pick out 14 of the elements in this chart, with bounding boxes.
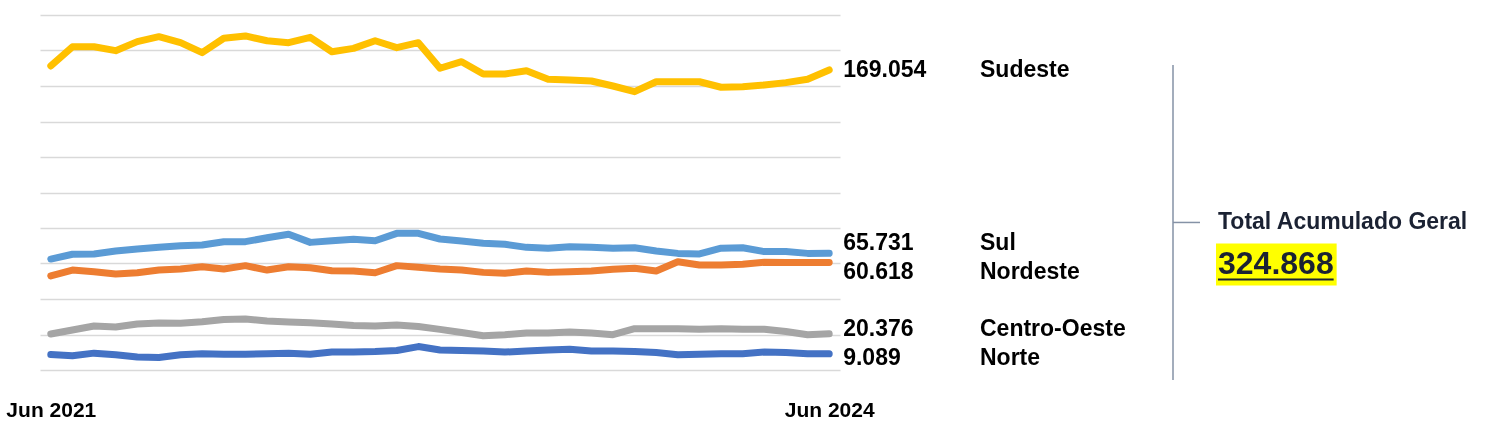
data-label: 9.089 bbox=[843, 344, 901, 371]
x-tick-label: Jun 2024 bbox=[784, 397, 875, 421]
x-tick-label: Jun 2021 bbox=[6, 397, 97, 421]
data-label: 20.376 bbox=[843, 315, 914, 342]
text: Nordeste bbox=[980, 258, 1080, 285]
data-label: 169.054 bbox=[843, 55, 927, 82]
text: 324.868 bbox=[1218, 245, 1334, 282]
text: Total Acumulado Geral bbox=[1218, 208, 1468, 235]
data-label: 60.618 bbox=[843, 258, 914, 285]
text: Centro-Oeste bbox=[980, 315, 1126, 342]
text: Sudeste bbox=[980, 55, 1070, 82]
data-label: 65.731 bbox=[843, 229, 914, 256]
text: Norte bbox=[980, 344, 1041, 371]
text: Sul bbox=[980, 229, 1016, 256]
